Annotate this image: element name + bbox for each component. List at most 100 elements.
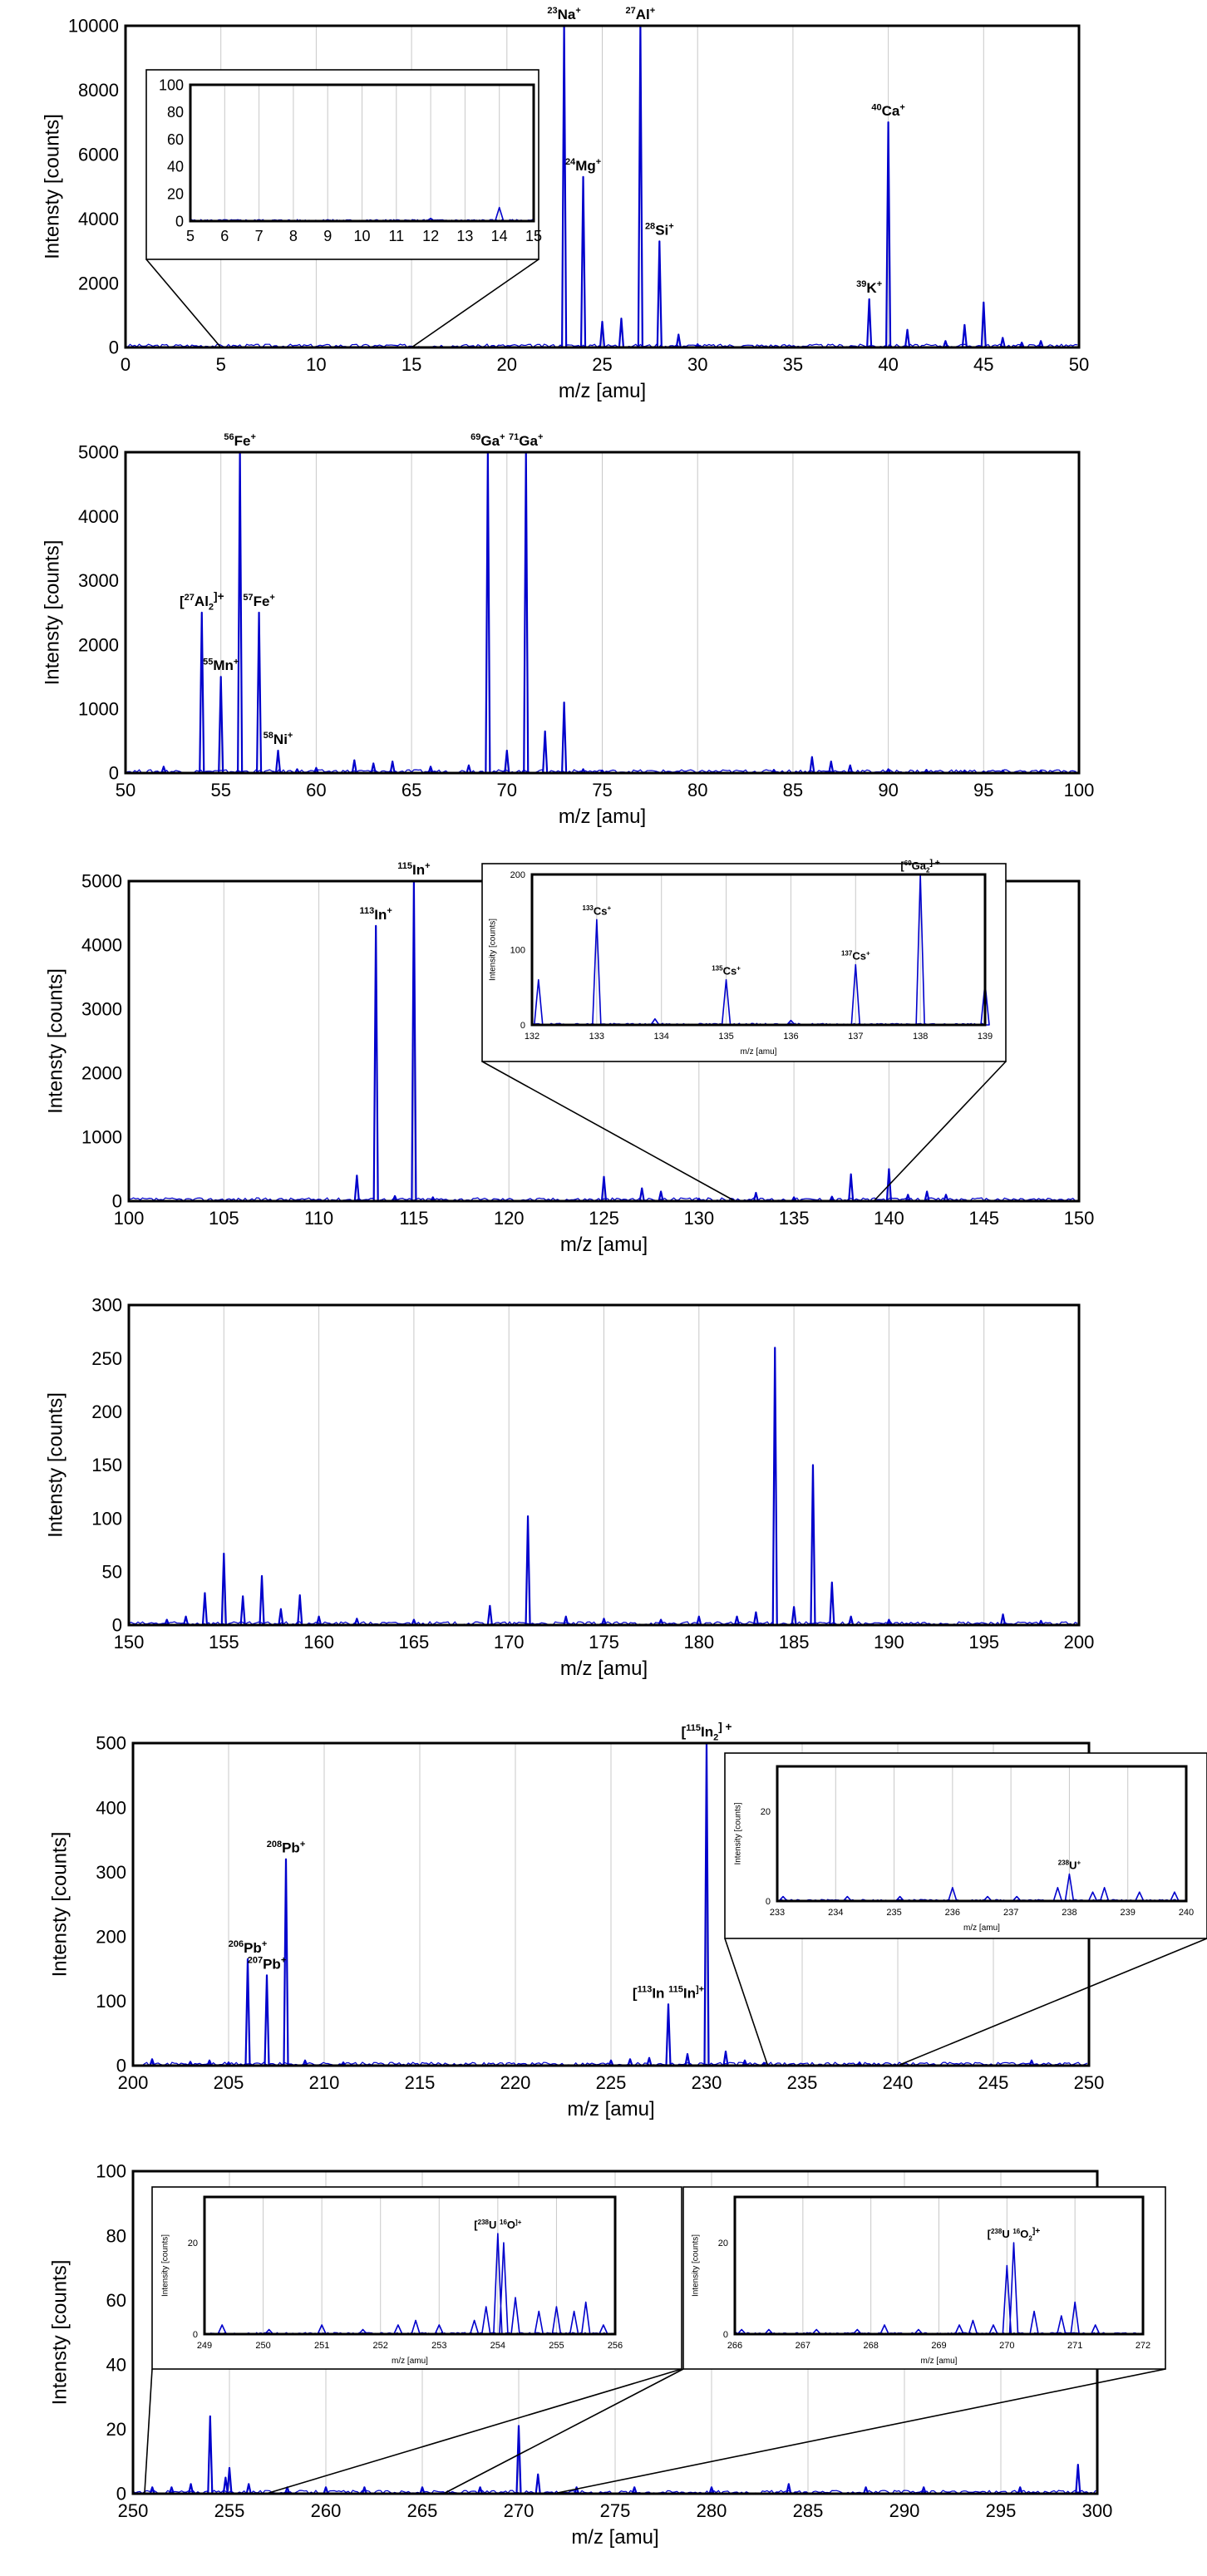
- peak-label-part: 27: [185, 593, 195, 603]
- x-tick-label: 170: [494, 1632, 525, 1652]
- y-axis-label: Intensty [counts]: [44, 1392, 67, 1538]
- peak-label-part: O: [507, 2219, 515, 2231]
- x-tick-label: 85: [783, 780, 803, 800]
- peak-label-part: +: [281, 1956, 286, 1966]
- x-tick-label: 235: [787, 2072, 818, 2093]
- inset-plot-frame: [189, 83, 535, 223]
- peak-label-part: +: [737, 965, 741, 973]
- peak-label-part: 24: [565, 157, 576, 167]
- y-axis-label: Intensty [counts]: [41, 540, 63, 686]
- zoom-connector: [443, 2368, 684, 2495]
- x-tick-label: 90: [878, 780, 898, 800]
- inset-x-tick-label: 15: [525, 228, 542, 244]
- x-tick-label: 245: [978, 2072, 1009, 2093]
- y-tick-label: 200: [96, 1927, 126, 1948]
- peak-label-part: Pb: [282, 1840, 300, 1856]
- peak-label-part: 115: [668, 1984, 683, 1994]
- inset-x-tick-label: 269: [931, 2341, 946, 2351]
- y-tick-label: 60: [106, 2290, 126, 2311]
- inset-y-tick-label: 0: [766, 1897, 771, 1907]
- inset-x-tick-label: 237: [1003, 1908, 1018, 1918]
- x-axis-label: m/z [amu]: [571, 2526, 658, 2549]
- x-tick-label: 175: [589, 1632, 619, 1652]
- peak-label-part: 115: [686, 1723, 701, 1733]
- x-tick-label: 145: [968, 1208, 999, 1229]
- inset-x-tick-label: 14: [491, 228, 508, 244]
- x-tick-label: 210: [309, 2072, 340, 2093]
- peak-label-part: +: [1076, 1859, 1081, 1866]
- y-tick-label: 50: [102, 1562, 122, 1583]
- spectrum-line: [126, 451, 1079, 775]
- peak-label-part: Ga: [519, 433, 538, 449]
- peak-label-part: 115: [397, 861, 412, 871]
- peak-label-part: 2: [1028, 2234, 1032, 2242]
- peak-label-1: 115In+: [397, 861, 430, 878]
- inset-y-tick-label: 20: [167, 186, 184, 203]
- inset-3-1: 132 133 134 135 136 137 138 139 0 100 200 m/z [amu]…: [481, 859, 1007, 1202]
- x-tick-label: 105: [209, 1208, 239, 1229]
- inset-x-tick-label: 271: [1067, 2341, 1082, 2351]
- inset-x-tick-label: 10: [353, 228, 370, 244]
- y-tick-label: 40: [106, 2355, 126, 2376]
- inset-x-tick-label: 11: [388, 228, 404, 244]
- y-tick-label: 400: [96, 1797, 126, 1818]
- y-tick-label: 2000: [78, 273, 119, 293]
- peak-label-part: +: [899, 102, 904, 112]
- inset-x-tick-label: 133: [589, 1032, 604, 1042]
- y-tick-label: 4000: [78, 506, 119, 527]
- peak-label-part: +: [608, 904, 612, 912]
- x-tick-label: 20: [497, 354, 517, 375]
- peak-label-part: Al: [636, 7, 650, 22]
- inset-y-tick-label: 0: [520, 1021, 525, 1031]
- spectrum-line: [129, 1347, 1079, 1627]
- peak-label-part: K: [866, 280, 877, 296]
- inset-x-tick-label: 249: [197, 2341, 212, 2351]
- peak-label-part: 113: [360, 906, 375, 916]
- plot-frame: [124, 451, 1081, 775]
- x-tick-label: 10: [306, 354, 326, 375]
- inset-frame: [724, 1752, 1207, 1939]
- zoom-connector: [553, 2368, 1166, 2495]
- y-tick-label: 8000: [78, 80, 119, 101]
- x-tick-label: 140: [874, 1208, 904, 1229]
- y-tick-label: 0: [112, 1615, 122, 1636]
- peak-label-part: +: [269, 593, 274, 603]
- peak-label-part: Ni: [273, 731, 288, 747]
- x-tick-label: 180: [683, 1632, 714, 1652]
- x-tick-label: 130: [683, 1208, 714, 1229]
- zoom-connector: [144, 2368, 153, 2495]
- zoom-connector: [481, 1061, 736, 1202]
- peak-label-part: In: [701, 1724, 713, 1740]
- x-tick-label: 155: [209, 1632, 239, 1652]
- x-tick-label: 95: [973, 780, 993, 800]
- peak-label-part: [: [633, 1985, 638, 2001]
- x-tick-label: 185: [779, 1632, 810, 1652]
- x-tick-label: 280: [697, 2500, 727, 2521]
- peak-label-part: [: [180, 594, 185, 609]
- inset-frame: [682, 2186, 1166, 2370]
- peak-label-1: 207Pb+: [248, 1956, 287, 1973]
- inset-spectrum-line: [735, 2242, 1143, 2335]
- peak-label-part: ] +: [718, 1721, 732, 1733]
- x-tick-label: 135: [779, 1208, 810, 1229]
- peak-label-part: Si: [655, 222, 668, 238]
- y-tick-label: 2000: [78, 634, 119, 655]
- x-tick-label: 150: [114, 1632, 145, 1652]
- y-tick-label: 300: [96, 1862, 126, 1883]
- peak-label-part: 238: [1058, 1859, 1070, 1866]
- y-tick-label: 4000: [78, 209, 119, 229]
- inset-plot-frame: [776, 1765, 1188, 1903]
- peak-label-part: +: [575, 6, 580, 16]
- peak-label-part: Ga: [480, 433, 500, 449]
- y-tick-label: 150: [91, 1455, 122, 1475]
- x-tick-label: 100: [114, 1208, 145, 1229]
- x-tick-label: 60: [306, 780, 326, 800]
- inset-plot-frame: [203, 2195, 617, 2336]
- y-tick-label: 1000: [78, 699, 119, 720]
- inset-x-tick-label: 7: [255, 228, 264, 244]
- peak-label-4: 58Ni+: [264, 731, 293, 747]
- peak-label-6: 71Ga+: [509, 432, 543, 449]
- peak-label-part: +: [877, 279, 882, 289]
- x-tick-label: 200: [1064, 1632, 1095, 1652]
- peak-label-part: +: [668, 221, 673, 231]
